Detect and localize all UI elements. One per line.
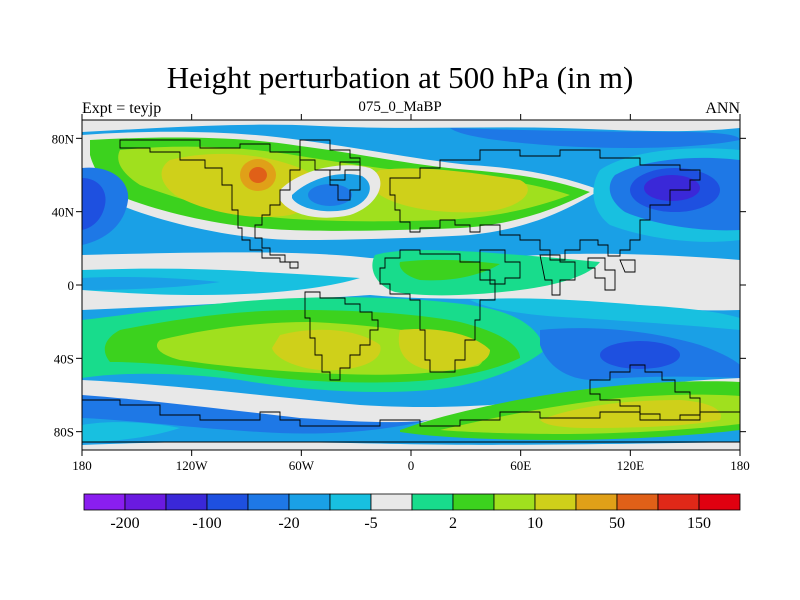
period-label: 075_0_MaBP [358, 99, 442, 115]
filled-contour-field [82, 120, 740, 450]
colorbar-box-2 [165, 493, 208, 511]
colorbar-label-0: -200 [110, 515, 139, 532]
lat-tick-label-1: 40N [52, 205, 75, 220]
colorbar-label-7: 150 [687, 515, 711, 532]
coastlines [82, 139, 740, 443]
colorbar-box-4 [247, 493, 290, 511]
colorbar-label-4: 2 [449, 515, 457, 532]
colorbar-label-6: 50 [609, 515, 625, 532]
colorbar-box-11 [534, 493, 577, 511]
colorbar-box-15 [698, 493, 741, 511]
colorbar-box-14 [657, 493, 700, 511]
colorbar-label-1: -100 [192, 515, 221, 532]
colorbar-box-5 [288, 493, 331, 511]
colorbar-box-0 [83, 493, 126, 511]
colorbar-box-10 [493, 493, 536, 511]
colorbar-box-8 [411, 493, 454, 511]
lat-tick-label-2: 0 [68, 278, 75, 293]
lon-tick-label-4: 60E [510, 458, 531, 473]
colorbar-label-5: 10 [527, 515, 543, 532]
plot-title: Height perturbation at 500 hPa (in m) [166, 60, 634, 95]
lon-tick-label-3: 0 [408, 458, 415, 473]
colorbar-box-9 [452, 493, 495, 511]
lon-tick-label-0: 180 [72, 458, 92, 473]
colorbar-box-3 [206, 493, 249, 511]
colorbar-label-3: -5 [364, 515, 377, 532]
season-label: ANN [705, 100, 740, 117]
lon-tick-label-6: 180 [730, 458, 750, 473]
lon-tick-label-1: 120W [176, 458, 209, 473]
colorbar-box-6 [329, 493, 372, 511]
axis-ticks: 180 120W 60W 0 60E 120E 180 80N 40N 0 40S 80S [52, 114, 750, 473]
colorbar-box-1 [124, 493, 167, 511]
lat-tick-label-3: 40S [54, 351, 74, 366]
experiment-label: Expt = teyjp [82, 100, 162, 117]
lat-tick-label-4: 80S [54, 425, 74, 440]
colorbar-box-12 [575, 493, 618, 511]
colorbar: -200 -100 -20 -5 2 10 50 150 [83, 493, 741, 532]
lon-tick-label-5: 120E [617, 458, 645, 473]
colorbar-label-2: -20 [278, 515, 299, 532]
lon-tick-label-2: 60W [289, 458, 315, 473]
lat-tick-label-0: 80N [52, 131, 75, 146]
colorbar-box-7 [370, 493, 413, 511]
colorbar-box-13 [616, 493, 659, 511]
